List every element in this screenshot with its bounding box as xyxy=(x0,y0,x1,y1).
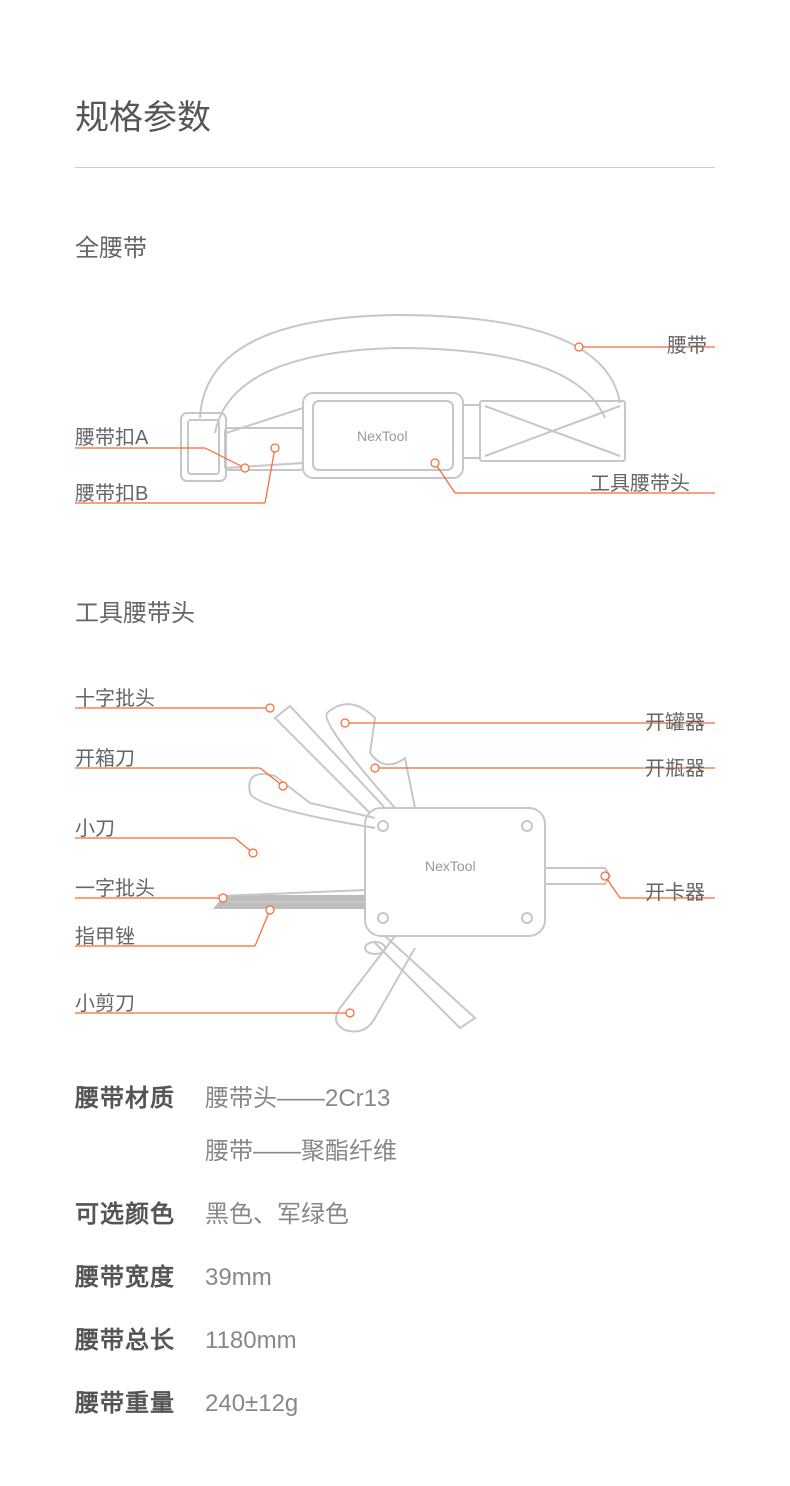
belt-section-title: 全腰带 xyxy=(75,228,715,263)
label-scissors: 小剪刀 xyxy=(75,987,135,1016)
spec-material-value1: 腰带头——2Cr13 xyxy=(205,1078,390,1113)
label-phillips: 十字批头 xyxy=(75,682,155,711)
spec-width-label: 腰带宽度 xyxy=(75,1257,205,1292)
label-nail-file: 指甲锉 xyxy=(75,920,135,949)
belt-brand: NexTool xyxy=(357,428,408,444)
spec-material-label: 腰带材质 xyxy=(75,1078,205,1113)
spec-color-value: 黑色、军绿色 xyxy=(205,1194,349,1229)
belt-diagram: NexTool 腰带 腰带扣A 腰带扣B 工具腰带头 xyxy=(75,293,715,563)
spec-material-value2: 腰带——聚酯纤维 xyxy=(205,1131,715,1166)
spec-weight-value: 240±12g xyxy=(205,1390,298,1418)
label-card-opener: 开卡器 xyxy=(645,876,705,905)
spec-length-value: 1180mm xyxy=(205,1327,297,1355)
label-buckle-a: 腰带扣A xyxy=(75,421,148,450)
spec-width-value: 39mm xyxy=(205,1264,272,1292)
label-box-cutter: 开箱刀 xyxy=(75,742,135,771)
specs-table: 腰带材质 腰带头——2Cr13 腰带——聚酯纤维 可选颜色 黑色、军绿色 腰带宽… xyxy=(75,1078,715,1418)
page-title: 规格参数 xyxy=(75,90,715,139)
spec-color-label: 可选颜色 xyxy=(75,1194,205,1229)
tool-diagram: NexTool 十字批头 开箱刀 小刀 一字批头 指甲锉 小剪刀 开罐器 开瓶器… xyxy=(75,658,715,1038)
label-buckle-b: 腰带扣B xyxy=(75,477,148,506)
spec-length-label: 腰带总长 xyxy=(75,1320,205,1355)
label-knife: 小刀 xyxy=(75,812,115,841)
divider xyxy=(75,167,715,168)
label-tool-head: 工具腰带头 xyxy=(590,467,690,496)
label-can-opener: 开罐器 xyxy=(645,706,705,735)
label-strap: 腰带 xyxy=(667,329,707,358)
spec-weight-label: 腰带重量 xyxy=(75,1383,205,1418)
label-flathead: 一字批头 xyxy=(75,872,155,901)
tool-brand: NexTool xyxy=(425,858,476,874)
tool-section-title: 工具腰带头 xyxy=(75,593,715,628)
label-bottle-opener: 开瓶器 xyxy=(645,752,705,781)
